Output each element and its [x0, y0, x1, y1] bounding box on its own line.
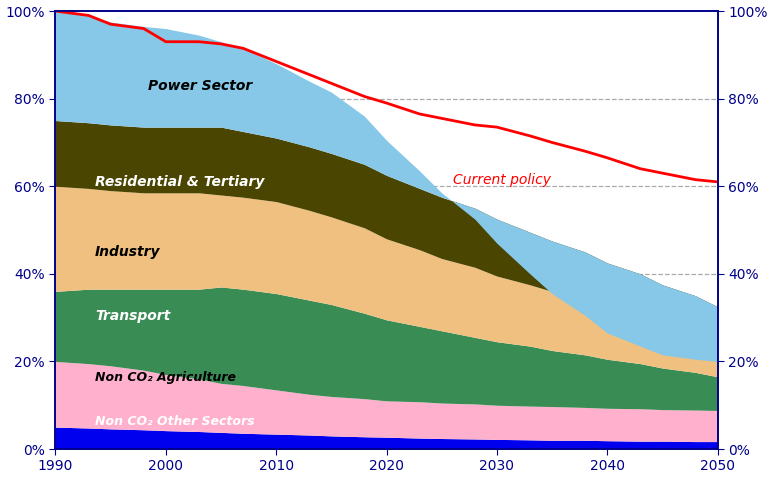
Text: Residential & Tertiary: Residential & Tertiary: [95, 175, 264, 189]
Text: Power Sector: Power Sector: [148, 79, 253, 93]
Text: Industry: Industry: [95, 245, 161, 259]
Text: Current policy: Current policy: [453, 173, 550, 187]
Text: Transport: Transport: [95, 309, 170, 323]
Text: Non CO₂ Other Sectors: Non CO₂ Other Sectors: [95, 415, 255, 428]
Text: Non CO₂ Agriculture: Non CO₂ Agriculture: [95, 371, 237, 384]
